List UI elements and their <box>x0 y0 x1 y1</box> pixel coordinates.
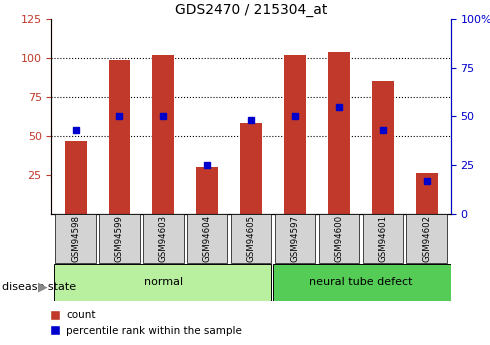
Bar <box>99 214 140 264</box>
Text: GSM94603: GSM94603 <box>159 215 168 263</box>
Text: GSM94602: GSM94602 <box>422 215 431 263</box>
Bar <box>328 52 350 214</box>
Text: GSM94599: GSM94599 <box>115 216 124 262</box>
Text: disease state: disease state <box>2 282 76 292</box>
Bar <box>240 124 262 214</box>
Title: GDS2470 / 215304_at: GDS2470 / 215304_at <box>175 2 327 17</box>
Bar <box>152 55 174 214</box>
Legend: count, percentile rank within the sample: count, percentile rank within the sample <box>45 306 246 340</box>
Bar <box>108 60 130 214</box>
Bar <box>196 167 218 214</box>
Bar <box>273 264 451 301</box>
Text: GSM94601: GSM94601 <box>378 215 387 263</box>
Bar <box>363 214 403 264</box>
Text: GSM94600: GSM94600 <box>334 215 343 263</box>
Bar <box>143 214 184 264</box>
Bar <box>407 214 447 264</box>
Bar <box>372 81 394 214</box>
Bar <box>275 214 315 264</box>
Text: GSM94605: GSM94605 <box>246 215 256 263</box>
Bar <box>231 214 271 264</box>
Bar <box>65 141 87 214</box>
Text: ▶: ▶ <box>38 280 48 294</box>
Bar <box>53 264 271 301</box>
Text: normal: normal <box>144 277 183 287</box>
Text: GSM94604: GSM94604 <box>203 215 212 263</box>
Text: neural tube defect: neural tube defect <box>309 277 413 287</box>
Bar <box>318 214 359 264</box>
Bar <box>284 55 306 214</box>
Text: GSM94597: GSM94597 <box>291 215 299 263</box>
Text: GSM94598: GSM94598 <box>71 215 80 263</box>
Bar <box>416 173 438 214</box>
Bar <box>187 214 227 264</box>
Bar <box>55 214 96 264</box>
